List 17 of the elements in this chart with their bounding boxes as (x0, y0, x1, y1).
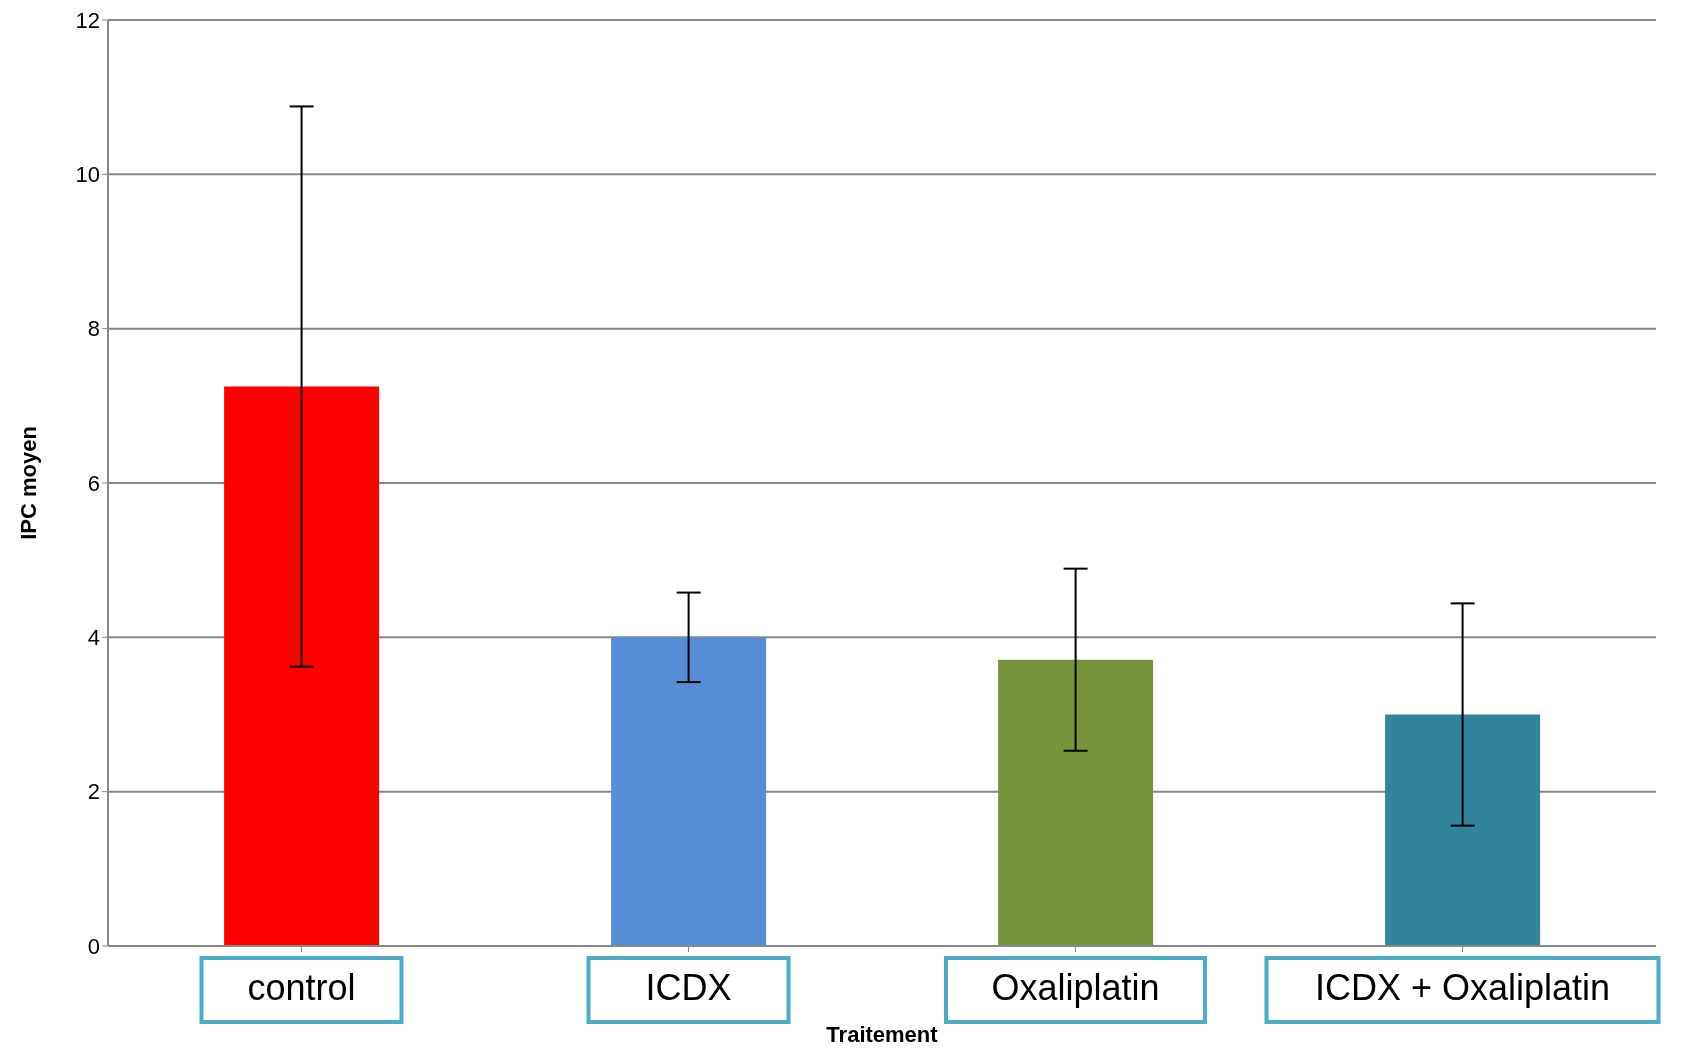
bar (998, 659, 1154, 946)
y-tick-label: 0 (87, 933, 100, 959)
y-tick-label: 8 (87, 316, 100, 342)
bar (1385, 714, 1541, 946)
bar (224, 386, 380, 946)
x-tick-label: ICDX (645, 967, 732, 1008)
bar (611, 637, 767, 946)
y-tick-label: 2 (87, 779, 100, 805)
y-tick-label: 12 (75, 7, 100, 33)
y-axis-title: IPC moyen (15, 426, 41, 540)
x-axis-title: Traitement (826, 1022, 939, 1047)
y-tick-label: 4 (87, 625, 100, 651)
x-tick-label: ICDX + Oxaliplatin (1314, 967, 1611, 1008)
x-tick-label: control (247, 967, 356, 1008)
y-tick-label: 6 (87, 470, 100, 496)
y-tick-label: 10 (75, 162, 100, 188)
x-tick-label: Oxaliplatin (991, 967, 1160, 1008)
